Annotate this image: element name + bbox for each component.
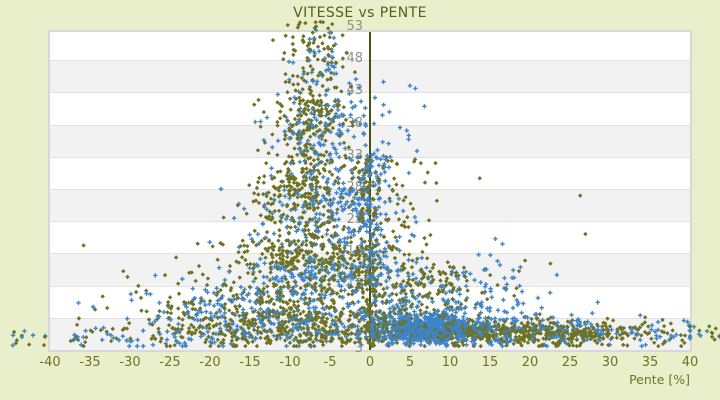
y-tick-label: 53: [346, 19, 363, 34]
y-tick-label: 43: [346, 83, 363, 99]
y-tick-label: 33: [346, 147, 363, 163]
y-tick-label: 23: [346, 212, 363, 228]
y-tick-label: 13: [346, 276, 363, 292]
y-tick-label: 3: [354, 341, 363, 356]
y-tick-label: 18: [346, 244, 363, 260]
y-tick-label: 28: [346, 180, 363, 195]
x-axis-title: Pente [%]: [629, 372, 690, 387]
zero-axis-line: [369, 32, 371, 350]
y-tick-label: 38: [346, 115, 363, 131]
y-tick-label: 48: [346, 51, 363, 67]
y-tick-label: 8: [354, 308, 363, 324]
x-tick-label: 40: [681, 355, 699, 370]
